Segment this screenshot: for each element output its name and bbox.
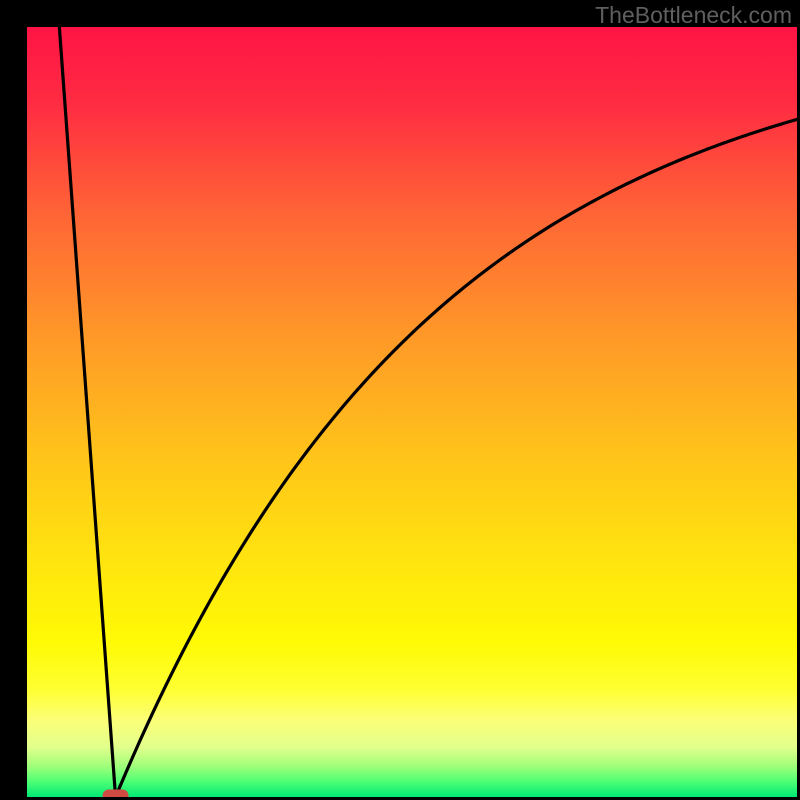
watermark-text: TheBottleneck.com <box>595 2 792 29</box>
chart-container: { "watermark": { "text": "TheBottleneck.… <box>0 0 800 800</box>
bottleneck-curve <box>59 27 115 797</box>
bottleneck-curve <box>116 119 797 797</box>
optimum-marker <box>103 790 129 798</box>
curve-layer <box>27 27 797 797</box>
plot-area <box>27 27 797 797</box>
